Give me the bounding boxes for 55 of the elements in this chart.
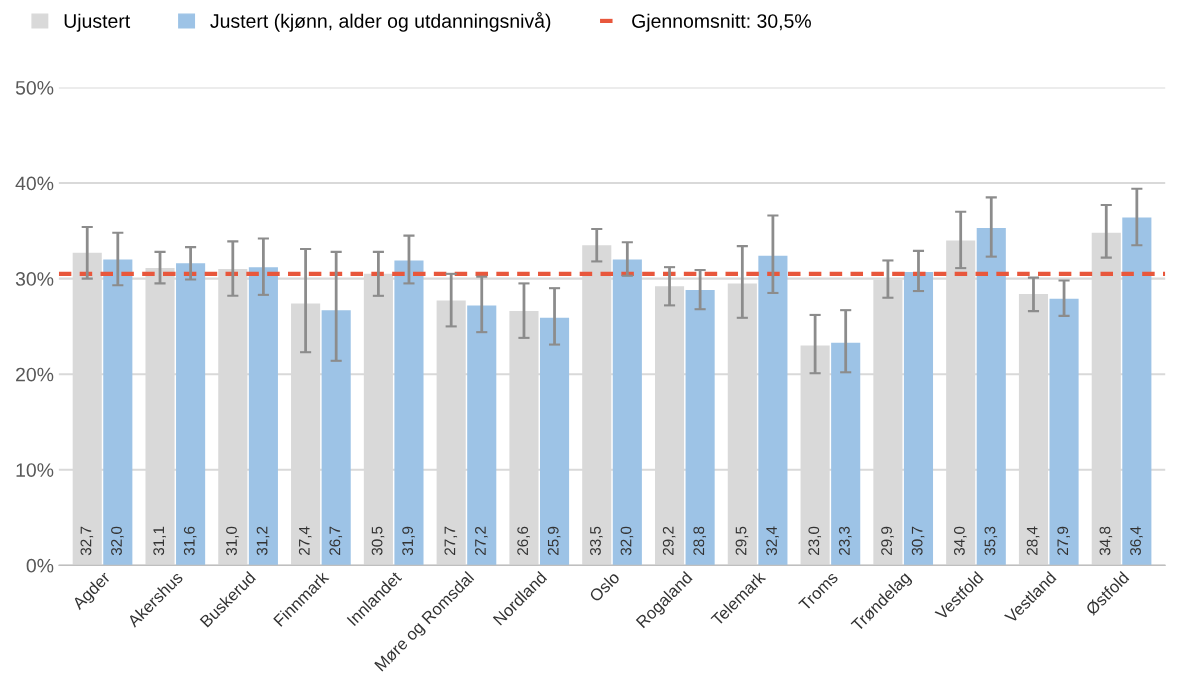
legend-label: Justert (kjønn, alder og utdanningsnivå): [210, 12, 551, 32]
y-tick-label: 20%: [16, 367, 54, 382]
data-label: 31,2: [256, 526, 270, 556]
data-label: 32,0: [111, 526, 124, 556]
data-label: 30,5: [371, 526, 385, 556]
bar: [539, 317, 570, 566]
x-tick-label: Oslo: [588, 570, 621, 603]
data-label: 25,9: [547, 526, 561, 555]
data-label: 31,9: [402, 526, 415, 556]
y-tick-label: 30%: [15, 272, 54, 286]
bar: [685, 290, 715, 566]
data-label: 27,7: [444, 526, 458, 555]
data-label: 29,9: [881, 526, 894, 555]
data-label: 34,0: [953, 526, 967, 556]
legend-label: Gjennomsnitt: 30,5%: [632, 13, 811, 32]
data-label: 28,8: [693, 526, 707, 555]
bar: [176, 263, 206, 566]
bar: [976, 227, 1006, 566]
data-label: 31,6: [183, 526, 197, 556]
data-label: 23,0: [808, 526, 822, 555]
data-label: 31,0: [226, 526, 239, 556]
data-label: 32,4: [766, 526, 779, 556]
bar: [831, 342, 861, 566]
data-label: 35,3: [984, 526, 998, 556]
data-label: 27,4: [298, 526, 312, 555]
y-tick-label: 0%: [26, 558, 54, 573]
bar: [321, 310, 351, 566]
data-label: 33,5: [590, 526, 603, 556]
bar: [612, 259, 642, 566]
y-tick-label: 10%: [16, 463, 54, 477]
bar: [394, 260, 424, 566]
bar: [103, 259, 133, 566]
legend-label: Ujustert: [64, 13, 131, 32]
bar: [758, 255, 788, 566]
data-label: 32,7: [80, 526, 94, 556]
data-label: 32,0: [620, 526, 634, 556]
bar: [248, 267, 278, 566]
bar: [467, 305, 497, 566]
data-label: 23,3: [838, 526, 852, 555]
data-label: 36,4: [1130, 526, 1143, 556]
y-tick-label: 40%: [15, 176, 54, 191]
data-label: 29,5: [735, 526, 749, 555]
data-label: 34,8: [1099, 526, 1113, 556]
bar: [1049, 298, 1079, 566]
data-label: 26,6: [517, 526, 530, 555]
data-label: 28,4: [1026, 526, 1040, 555]
data-label: 27,2: [475, 526, 488, 555]
data-label: 31,1: [153, 526, 166, 556]
data-label: 30,7: [911, 526, 925, 556]
data-label: 29,2: [662, 526, 676, 555]
bar: [903, 271, 934, 566]
data-label: 26,7: [329, 526, 343, 555]
bar: [1122, 217, 1152, 566]
y-tick-label: 50%: [15, 80, 54, 95]
data-label: 27,9: [1057, 526, 1070, 555]
